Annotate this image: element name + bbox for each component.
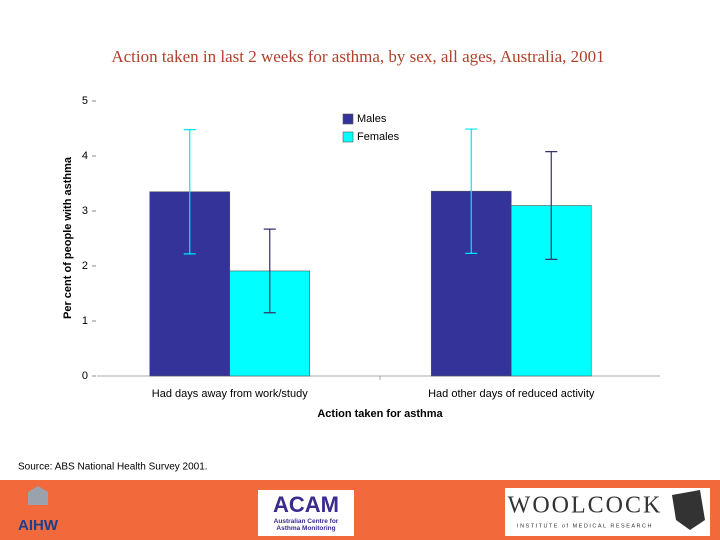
x-axis-label: Action taken for asthma [317, 408, 443, 420]
source-note: Source: ABS National Health Survey 2001. [18, 462, 208, 473]
woolcock-icon [672, 490, 705, 530]
legend-label: Females [357, 131, 400, 143]
legend-swatch [342, 131, 354, 143]
error-bar [545, 151, 558, 260]
chart-title: Action taken in last 2 weeks for asthma,… [111, 47, 604, 66]
acam-sub: Australian Centre for Asthma Monitoring [273, 518, 339, 532]
y-tick-label: 1 [82, 315, 88, 327]
error-bar [263, 228, 276, 314]
y-tick-label: 4 [82, 150, 88, 162]
x-tick-label: Had other days of reduced activity [428, 388, 595, 400]
acam-text: ACAM [273, 492, 339, 517]
y-tick-label: 5 [82, 95, 88, 107]
y-tick-label: 3 [82, 205, 88, 217]
woolcock-sub: INSTITUTE of MEDICAL RESEARCH [517, 523, 653, 529]
error-bar [183, 129, 196, 255]
legend-label: Males [357, 113, 387, 125]
legend-swatch [342, 113, 354, 125]
acam-box [258, 490, 354, 536]
woolcock-text: WOOLCOCK [508, 493, 663, 519]
woolcock-logo: WOOLCOCK INSTITUTE of MEDICAL RESEARCH [505, 488, 710, 536]
y-tick-label: 0 [82, 370, 88, 382]
x-tick-label: Had days away from work/study [152, 388, 308, 400]
aihw-logo: AIHW [18, 486, 59, 534]
aihw-text: AIHW [18, 517, 59, 534]
aihw-icon [28, 486, 48, 505]
y-axis-label: Per cent of people with asthma [62, 156, 74, 319]
error-bar [465, 128, 478, 254]
acam-logo: ACAM Australian Centre for Asthma Monito… [258, 490, 354, 536]
acam-sub-box: Australian Centre for Asthma Monitoring [273, 518, 339, 532]
y-tick-label: 2 [82, 260, 88, 272]
